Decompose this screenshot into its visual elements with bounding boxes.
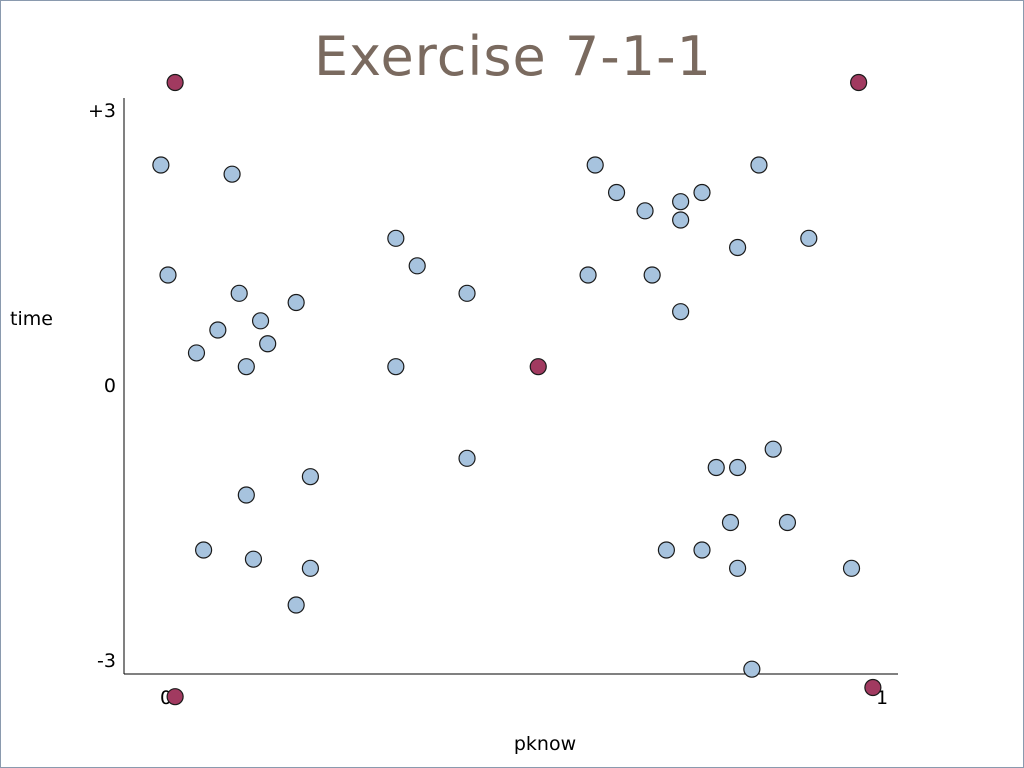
highlight-data-point: [166, 73, 184, 92]
data-points: [152, 73, 882, 706]
data-point: [223, 165, 241, 183]
data-point: [195, 541, 213, 559]
data-point: [707, 458, 725, 477]
data-point: [800, 229, 818, 247]
y-tick-labels: +3 0 -3: [88, 100, 116, 672]
y-tick-label: +3: [88, 100, 116, 122]
y-tick-label: -3: [97, 650, 116, 672]
data-point: [458, 449, 476, 467]
data-point: [209, 321, 227, 339]
data-point: [301, 559, 319, 577]
data-point: [764, 440, 782, 458]
data-point: [408, 257, 426, 275]
highlight-data-point: [529, 358, 547, 376]
data-point: [672, 193, 690, 211]
data-point: [728, 559, 747, 577]
x-axis-label: pknow: [514, 733, 576, 755]
data-point: [672, 303, 690, 321]
data-point: [237, 358, 255, 376]
data-point: [579, 266, 597, 284]
data-point: [750, 156, 768, 174]
data-point: [387, 358, 405, 376]
data-point: [728, 238, 747, 257]
slide-title: Exercise 7-1-1: [314, 25, 712, 88]
data-point: [458, 284, 476, 302]
highlight-data-point: [850, 73, 868, 92]
data-point: [693, 183, 711, 202]
data-point: [387, 229, 405, 247]
data-point: [187, 344, 206, 362]
data-point: [643, 266, 661, 284]
data-point: [693, 541, 711, 559]
highlight-data-point: [864, 678, 882, 697]
data-point: [721, 513, 740, 532]
data-point: [778, 513, 797, 532]
data-point: [159, 266, 177, 284]
data-point: [743, 660, 761, 678]
data-point: [672, 211, 690, 229]
data-point: [244, 550, 263, 568]
highlight-data-point: [166, 688, 184, 706]
data-point: [657, 541, 676, 559]
data-point: [287, 293, 305, 312]
data-point: [251, 312, 270, 330]
data-point: [287, 596, 305, 614]
data-point: [301, 468, 319, 486]
data-point: [636, 202, 654, 220]
data-point: [842, 559, 861, 577]
y-axis-label: time: [10, 308, 53, 330]
data-point: [259, 335, 277, 353]
data-point: [607, 183, 626, 202]
data-point: [152, 156, 170, 174]
data-point: [728, 458, 747, 477]
y-tick-label: 0: [104, 375, 116, 397]
data-point: [586, 156, 604, 174]
data-point: [230, 284, 248, 302]
data-point: [237, 486, 255, 504]
